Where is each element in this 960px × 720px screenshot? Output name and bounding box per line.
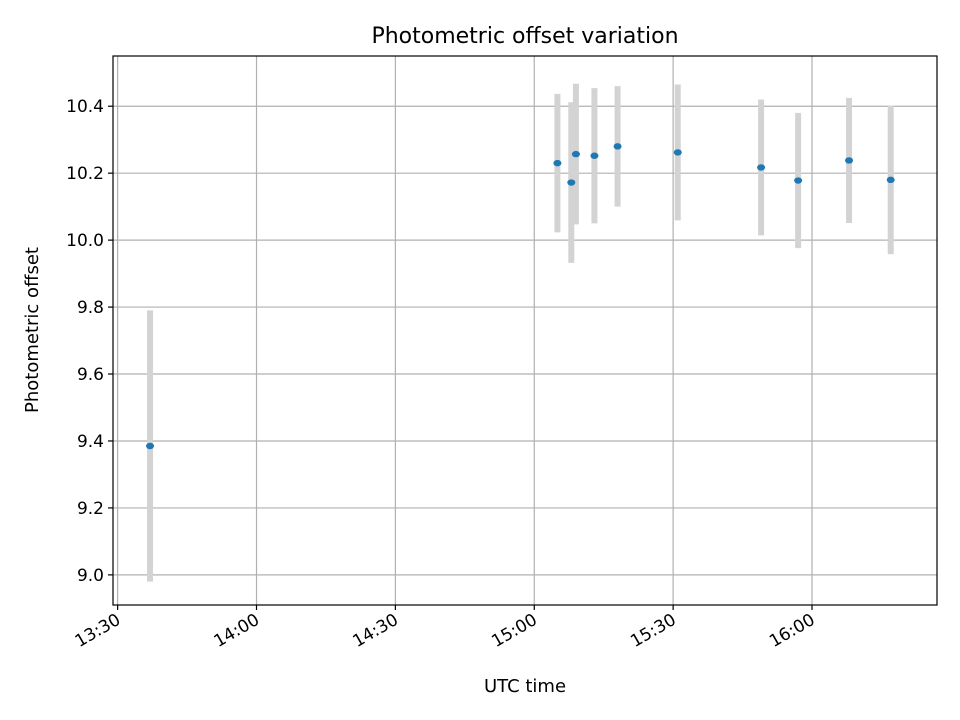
- data-point: [567, 179, 576, 186]
- y-axis-label: Photometric offset: [22, 247, 43, 413]
- grid: [113, 56, 937, 605]
- x-tick-label: 15:30: [627, 610, 679, 652]
- y-tick-label: 10.2: [66, 164, 104, 184]
- x-tick-label: 14:30: [349, 610, 401, 652]
- x-tick-label: 13:30: [72, 610, 124, 652]
- y-tick-label: 9.6: [77, 365, 104, 385]
- data-point: [146, 442, 155, 450]
- y-tick-label: 9.0: [77, 566, 104, 586]
- x-tick-label: 14:00: [211, 610, 263, 652]
- data-point: [571, 150, 580, 158]
- data-point: [886, 176, 895, 184]
- data-point: [590, 152, 599, 159]
- x-axis-ticks: 13:30 14:00 14:30 15:00 15:30 16:00: [72, 605, 819, 652]
- data-point: [845, 157, 854, 164]
- chart-title: Photometric offset variation: [371, 24, 678, 49]
- y-tick-label: 9.8: [77, 298, 104, 318]
- data-point: [757, 164, 766, 171]
- plot-frame: [112, 55, 938, 606]
- y-tick-label: 10.4: [66, 97, 104, 117]
- data-point: [613, 143, 622, 150]
- error-bars: [147, 83, 894, 582]
- data-point: [673, 149, 682, 156]
- x-tick-label: 15:00: [488, 610, 540, 652]
- y-tick-label: 9.2: [77, 499, 104, 519]
- data-point: [794, 177, 803, 184]
- y-tick-label: 10.0: [66, 231, 104, 251]
- data-point: [553, 159, 562, 167]
- data-points: [146, 143, 895, 450]
- x-tick-label: 16:00: [766, 610, 818, 652]
- x-axis-label: UTC time: [484, 676, 566, 697]
- y-axis-ticks: 9.0 9.2 9.4 9.6 9.8 10.0 10.2 10.4: [66, 97, 113, 586]
- y-tick-label: 9.4: [77, 432, 104, 452]
